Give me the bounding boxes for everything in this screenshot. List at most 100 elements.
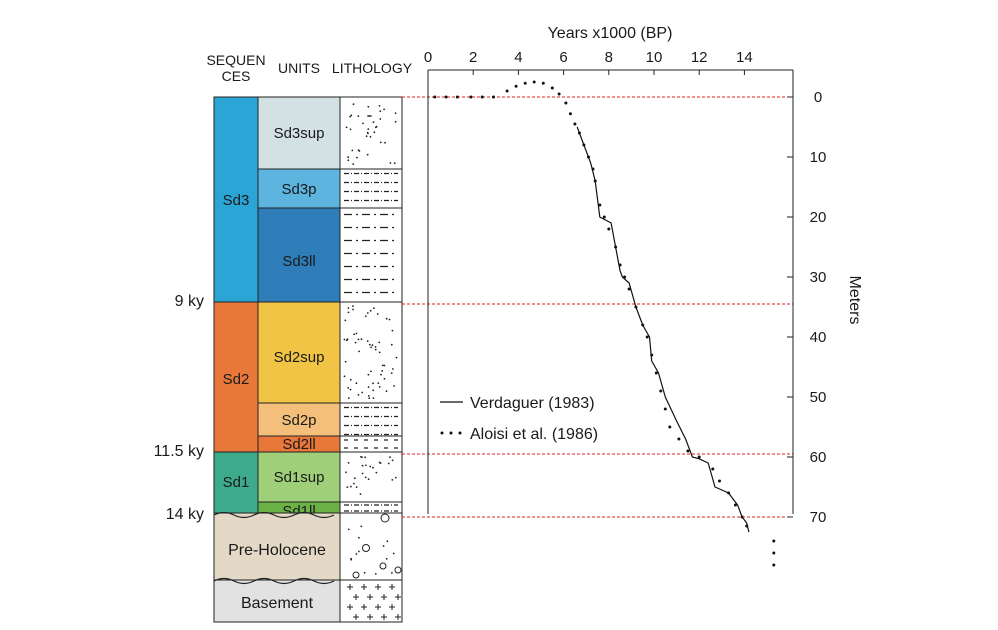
litho-dot xyxy=(379,110,382,112)
header-lithology: LITHOLOGY xyxy=(332,60,413,76)
unit-sd3sup-block xyxy=(257,96,341,170)
lithology-column xyxy=(339,96,403,623)
litho-dot xyxy=(383,108,385,111)
x-axis-label: Years x1000 (BP) xyxy=(548,25,673,42)
litho-dot xyxy=(347,528,350,531)
litho-dot xyxy=(383,364,386,367)
litho-dot xyxy=(346,486,349,488)
series-aloisi-point xyxy=(444,95,448,99)
litho-dot xyxy=(372,382,374,385)
litho-dot xyxy=(369,309,372,312)
legend: Verdaguer (1983) Aloisi et al. (1986) xyxy=(440,395,598,443)
litho-dot xyxy=(378,351,381,354)
litho-dot xyxy=(373,131,376,134)
sequence-sd2-label: Sd2 xyxy=(223,371,250,388)
litho-dot xyxy=(394,476,397,479)
litho-dot xyxy=(378,386,381,388)
litho-dot xyxy=(377,382,380,384)
litho-dot xyxy=(345,471,347,474)
litho-dot xyxy=(381,364,384,367)
litho-cross xyxy=(367,614,373,620)
litho-dot xyxy=(390,372,393,374)
litho-dot xyxy=(344,360,347,363)
litho-dot xyxy=(367,128,370,131)
litho-cross xyxy=(375,584,381,590)
litho-dot xyxy=(375,471,378,474)
series-aloisi-point xyxy=(469,95,473,99)
litho-dot xyxy=(371,344,374,347)
litho-cross xyxy=(367,594,373,600)
litho-dot xyxy=(394,120,397,123)
litho-dot xyxy=(356,156,358,159)
litho-dot xyxy=(345,339,348,342)
series-aloisi-point xyxy=(727,491,731,495)
series-aloisi-point xyxy=(718,479,721,483)
series-aloisi-point xyxy=(740,515,744,519)
litho-pebble xyxy=(394,566,402,574)
litho-dot xyxy=(361,391,364,394)
series-verdaguer-line xyxy=(576,126,750,533)
litho-dot xyxy=(380,373,382,376)
series-aloisi-point xyxy=(433,95,437,99)
series-aloisi-point xyxy=(577,131,581,135)
litho-cross xyxy=(381,594,387,600)
unit-sd3sup-label: Sd3sup xyxy=(274,125,325,142)
legend-label-aloisi: Aloisi et al. (1986) xyxy=(470,426,598,443)
unit-sd2sup-label: Sd2sup xyxy=(274,349,325,366)
x-tick-label: 6 xyxy=(559,49,567,66)
sequence-sd3-label: Sd3 xyxy=(223,192,250,209)
litho-dot xyxy=(391,459,394,462)
litho-dot xyxy=(365,135,368,138)
unit-sd2ll-label: Sd2ll xyxy=(282,436,315,453)
series-aloisi-point xyxy=(598,203,602,207)
series-aloisi-point xyxy=(772,563,776,567)
header-sequences: SEQUEN CES xyxy=(206,52,265,84)
unconformity-top xyxy=(213,511,335,519)
legend-swatch-aloisi xyxy=(440,431,462,435)
litho-dot xyxy=(347,397,350,399)
litho-dot xyxy=(353,477,356,480)
litho-dot xyxy=(355,553,358,555)
litho-dot xyxy=(349,128,352,131)
y-tick-label: 70 xyxy=(810,509,827,526)
series-aloisi-point xyxy=(523,81,527,85)
unconformity-bottom xyxy=(213,577,335,585)
litho-dot xyxy=(353,482,355,485)
litho-dot xyxy=(367,373,370,376)
litho-dot xyxy=(385,317,388,320)
litho-cross xyxy=(381,614,387,620)
litho-cross xyxy=(347,584,353,590)
litho-dot xyxy=(372,389,375,392)
series-aloisi-point xyxy=(587,155,590,159)
litho-dot xyxy=(358,550,360,553)
series-aloisi-point xyxy=(591,167,595,171)
litho-cross xyxy=(353,594,359,600)
unit-sd1sup-block xyxy=(257,451,341,503)
litho-dot xyxy=(347,307,350,309)
series-aloisi-point xyxy=(663,407,667,411)
y-tick-label: 60 xyxy=(810,449,827,466)
x-tick-label: 4 xyxy=(514,49,522,66)
litho-dot xyxy=(362,122,364,125)
litho-dot xyxy=(370,346,372,349)
litho-dot xyxy=(364,315,367,317)
litho-dot xyxy=(343,375,346,378)
litho-dot xyxy=(364,476,367,479)
series-aloisi-point xyxy=(733,503,737,507)
series-aloisi-point xyxy=(645,335,649,339)
pre-holocene-block xyxy=(213,512,341,581)
series-aloisi-point xyxy=(614,245,618,249)
litho-dot xyxy=(354,341,357,344)
litho-dot xyxy=(365,464,367,467)
litho-dot xyxy=(393,385,395,387)
header-units: UNITS xyxy=(278,60,320,76)
sequence-sd1-block xyxy=(213,451,259,514)
litho-dot xyxy=(343,338,346,341)
litho-dot xyxy=(344,319,347,322)
series-aloisi-point xyxy=(772,539,776,543)
litho-dot xyxy=(352,308,354,311)
litho-pebble xyxy=(379,562,387,570)
litho-dot xyxy=(373,307,375,310)
litho-dot xyxy=(368,397,371,399)
